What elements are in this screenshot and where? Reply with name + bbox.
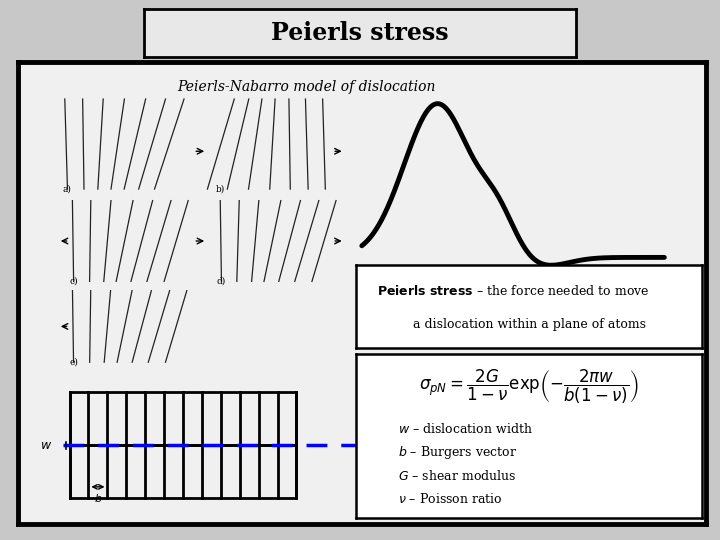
Text: $\sigma_{pN} = \dfrac{2G}{1-\nu}\exp\!\left(-\dfrac{2\pi w}{b(1-\nu)}\right)$: $\sigma_{pN} = \dfrac{2G}{1-\nu}\exp\!\l… xyxy=(419,368,639,406)
Text: $\bf{Peierls\ stress}$ – the force needed to move: $\bf{Peierls\ stress}$ – the force neede… xyxy=(377,285,649,299)
Text: $b$: $b$ xyxy=(94,492,102,504)
Text: a dislocation within a plane of atoms: a dislocation within a plane of atoms xyxy=(413,319,646,332)
Bar xyxy=(70,446,297,498)
Text: Peierls stress: Peierls stress xyxy=(271,21,449,45)
Text: d): d) xyxy=(216,277,225,286)
Text: c): c) xyxy=(70,277,78,286)
Text: Peierls-Nabarro model of dislocation: Peierls-Nabarro model of dislocation xyxy=(178,80,436,94)
Text: a): a) xyxy=(63,185,71,193)
Text: $w$: $w$ xyxy=(40,439,53,452)
Bar xyxy=(70,392,297,445)
Text: $b$ – Burgers vector: $b$ – Burgers vector xyxy=(398,444,517,461)
Text: $G$ – shear modulus: $G$ – shear modulus xyxy=(398,469,516,483)
Text: glide
plane: glide plane xyxy=(390,431,424,460)
Text: $\nu$ – Poisson ratio: $\nu$ – Poisson ratio xyxy=(398,491,503,505)
Text: e): e) xyxy=(70,357,78,367)
Text: $w$ – dislocation width: $w$ – dislocation width xyxy=(398,422,533,436)
Text: b): b) xyxy=(216,185,225,193)
